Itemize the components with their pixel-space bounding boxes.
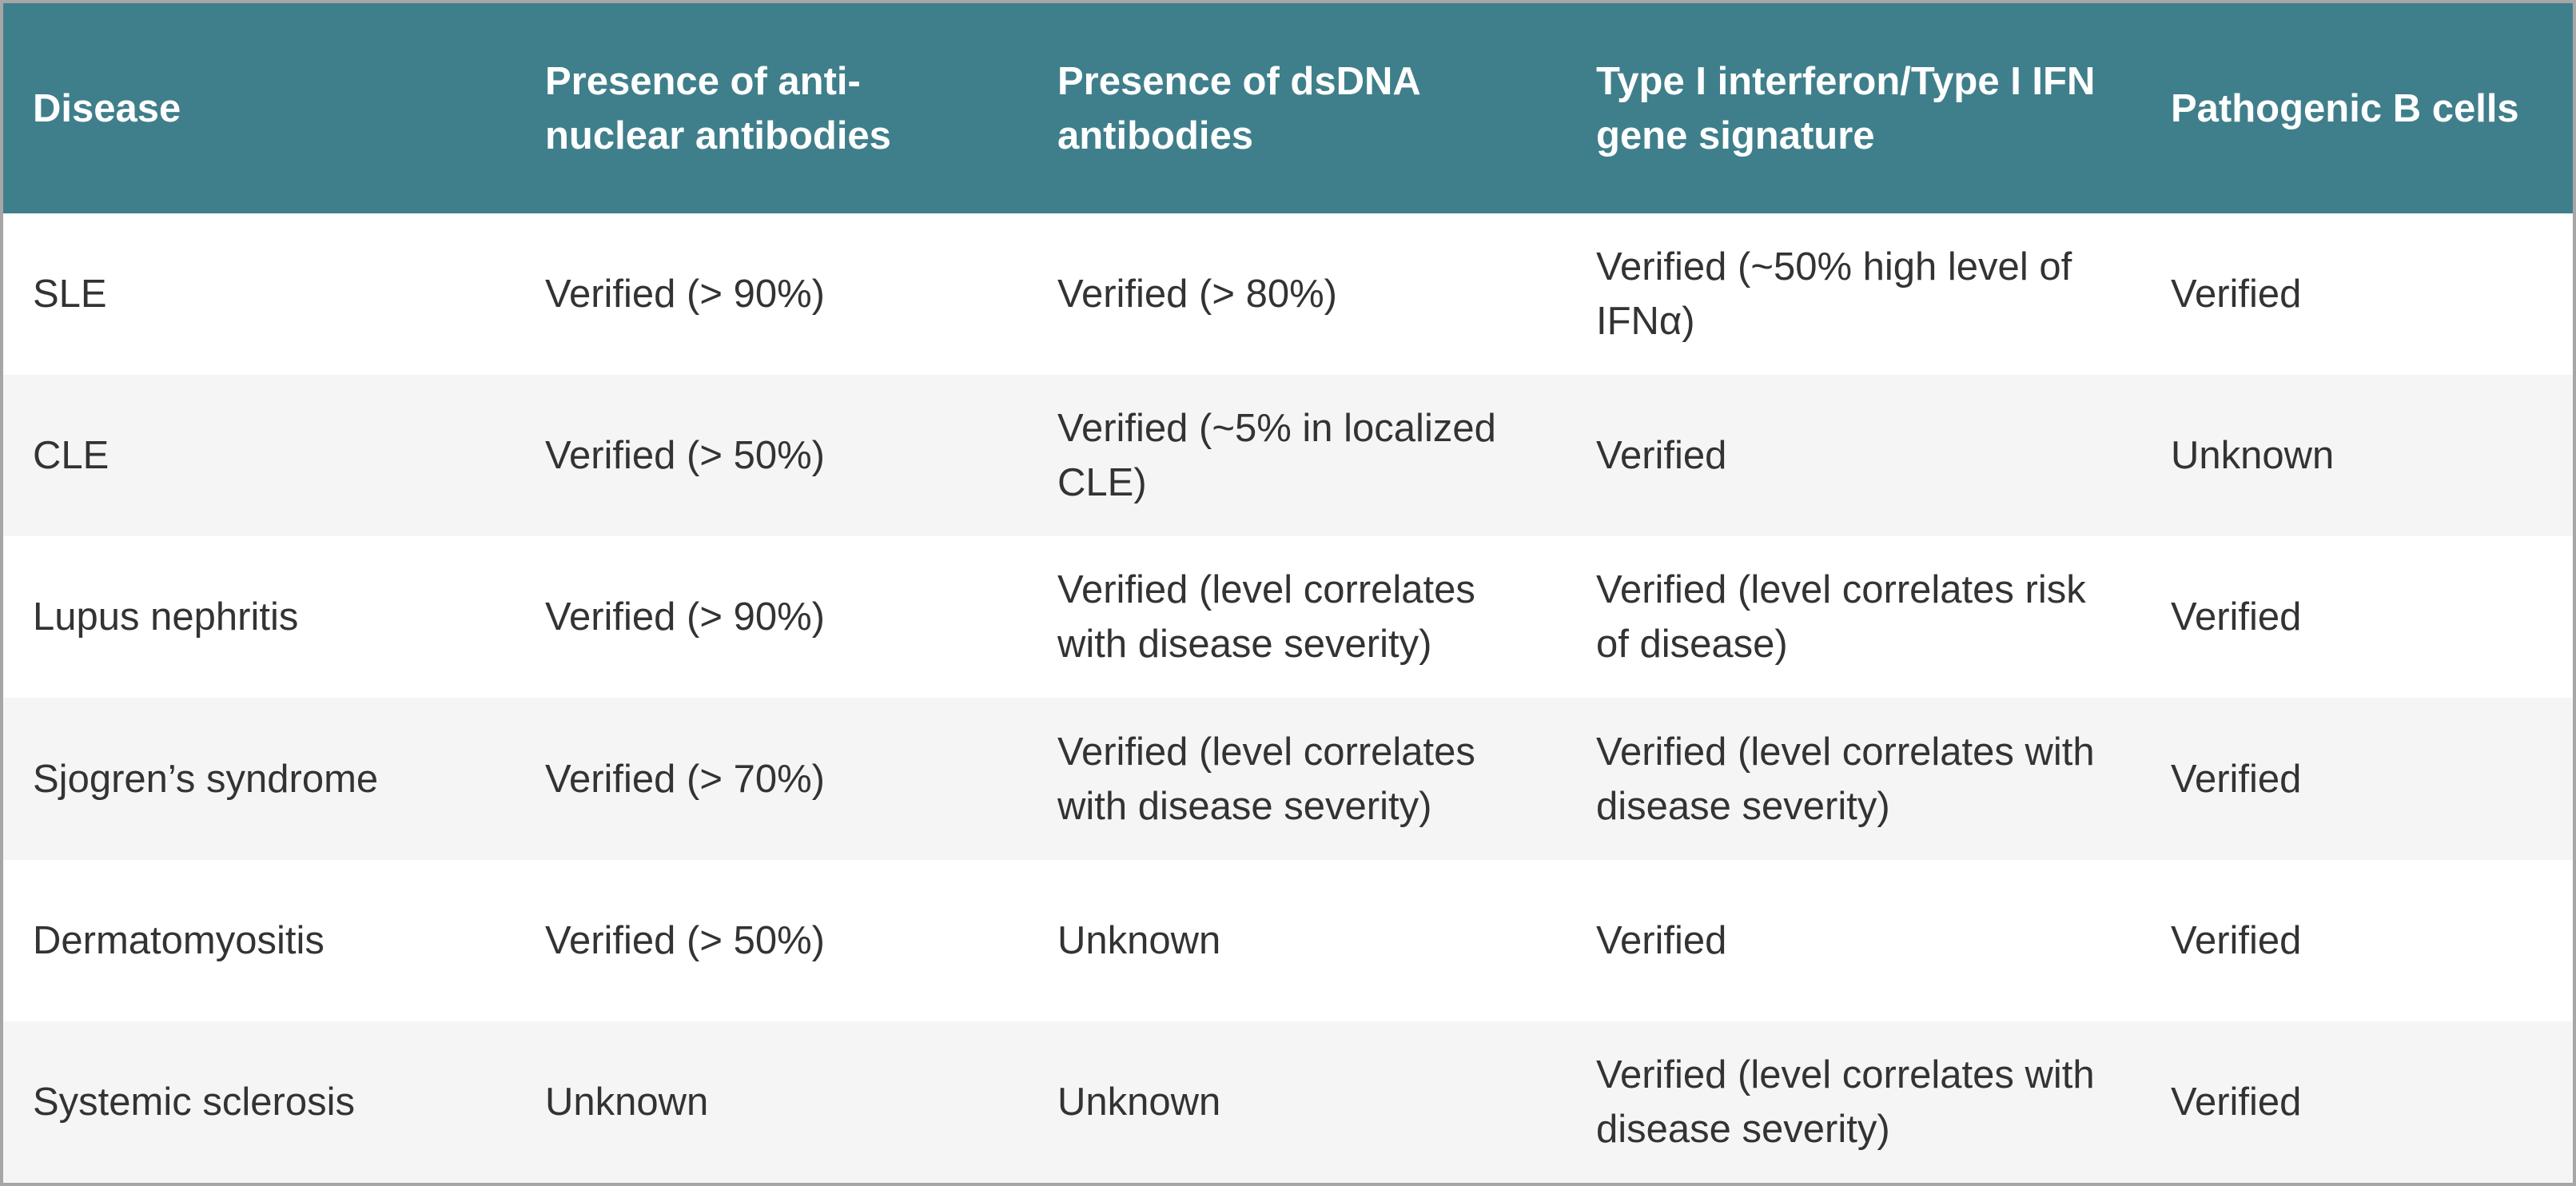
table-row: SLE Verified (> 90%) Verified (> 80%) Verif… [3, 213, 2573, 375]
column-header: Presence of anti-nuclear antibodies [516, 3, 1028, 213]
column-header: Pathogenic B cells [2141, 3, 2573, 213]
header-row: Disease Presence of anti-nuclear antibodi… [3, 3, 2573, 213]
data-table: Disease Presence of anti-nuclear antibodi… [3, 3, 2573, 1183]
table-row: Lupus nephritis Verified (> 90%) Verified … [3, 536, 2573, 698]
table-cell: Verified (level correlates with disease … [1567, 698, 2141, 860]
table-cell: Verified [1596, 918, 1727, 962]
table-cell: Unknown [1028, 1021, 1567, 1183]
table-cell: Dermatomyositis [33, 918, 324, 962]
table-cell: Verified [2171, 595, 2302, 639]
table-cell: Verified [2141, 1021, 2573, 1183]
table-cell: Verified (level correlates with disease … [1028, 698, 1567, 860]
table-cell: Unknown [2141, 375, 2573, 537]
table-row: Sjogren’s syndrome Verified (> 70%) Verifi… [3, 698, 2573, 860]
table-cell: Lupus nephritis [33, 595, 299, 639]
table-cell: Unknown [516, 1021, 1028, 1183]
table-cell: Verified (~5% in localized CLE) [1028, 375, 1567, 537]
table-row: Dermatomyositis Verified (> 50%) Unknown Ve… [3, 860, 2573, 1021]
table-cell: Verified [2141, 698, 2573, 860]
table-cell: Verified (level correlates with disease … [1057, 568, 1475, 667]
table-cell: Verified (> 50%) [516, 375, 1028, 537]
table-row: Systemic sclerosis Unknown Unknown Verified… [3, 1021, 2573, 1183]
table-cell: Verified [2171, 273, 2302, 316]
table-cell: Verified (> 50%) [545, 918, 825, 962]
table-body: SLE Verified (> 90%) Verified (> 80%) Verif… [3, 213, 2573, 1183]
table-cell: CLE [3, 375, 516, 537]
table-cell: Verified (level correlates risk of disea… [1596, 568, 2086, 667]
table-cell: Verified (> 90%) [545, 273, 825, 316]
table-cell: Verified [2171, 918, 2302, 962]
table-cell: Sjogren’s syndrome [3, 698, 516, 860]
table-cell: SLE [33, 273, 107, 316]
column-header: Disease [3, 3, 516, 213]
table-cell: Verified (> 70%) [516, 698, 1028, 860]
table-cell: Verified [1567, 375, 2141, 537]
column-header: Type I interferon/Type I IFN gene signat… [1567, 3, 2141, 213]
table-cell: Verified (> 90%) [545, 595, 825, 639]
table-row: CLE Verified (> 50%) Verified (~5% in loca… [3, 375, 2573, 537]
table-cell: Verified (level correlates with disease … [1567, 1021, 2141, 1183]
table-cell: Verified (> 80%) [1057, 273, 1337, 316]
table-cell: Unknown [1057, 918, 1221, 962]
table-cell: Systemic sclerosis [3, 1021, 516, 1183]
column-header: Presence of dsDNA antibodies [1028, 3, 1567, 213]
table-cell: Verified (~50% high level of IFNα) [1596, 245, 2072, 344]
